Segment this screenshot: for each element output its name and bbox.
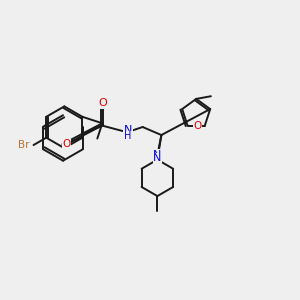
Text: O: O <box>194 121 202 130</box>
Text: Br: Br <box>18 140 29 150</box>
Text: N: N <box>153 150 162 160</box>
Text: N: N <box>153 153 162 163</box>
Text: O: O <box>62 139 71 149</box>
Text: O: O <box>98 98 107 109</box>
Text: H: H <box>124 131 131 141</box>
Text: N: N <box>124 125 132 135</box>
